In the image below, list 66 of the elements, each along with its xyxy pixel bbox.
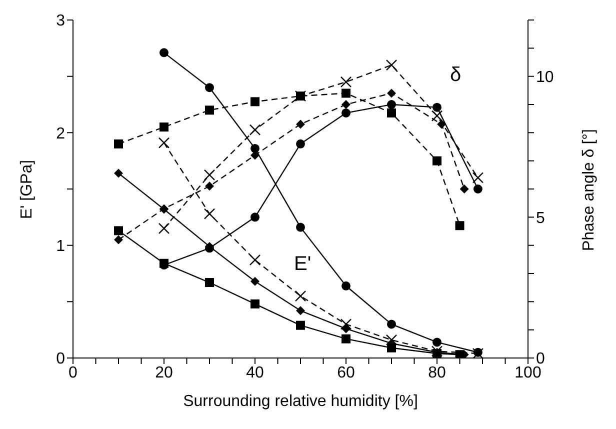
x-tick-label: 0 (68, 364, 78, 382)
y-tick-label: 3 (56, 12, 66, 30)
point (296, 139, 305, 148)
point (342, 108, 350, 118)
point (249, 124, 261, 136)
point (387, 108, 396, 118)
point (249, 254, 261, 266)
point (250, 97, 260, 106)
x-tick-label: 100 (514, 364, 542, 382)
point (158, 137, 170, 148)
point (114, 168, 123, 178)
point (205, 278, 214, 288)
point (158, 222, 170, 234)
point (342, 281, 350, 290)
point (455, 221, 464, 230)
annotation: δ (450, 64, 462, 86)
point (342, 88, 350, 98)
point (473, 184, 482, 194)
y-tick-label: 2 (56, 125, 66, 142)
point (437, 120, 446, 129)
point (204, 208, 216, 220)
point (160, 122, 168, 132)
point (432, 338, 442, 347)
x-axis-title: Surrounding relative humidity [%] (183, 393, 418, 410)
point (342, 100, 350, 109)
point (296, 222, 305, 232)
point (114, 139, 123, 148)
y2-tick-label: 10 (536, 69, 554, 86)
point (250, 276, 260, 286)
y2-tick-label: 5 (536, 210, 545, 227)
point (160, 48, 168, 58)
point (386, 334, 398, 346)
point (296, 120, 305, 129)
y-tick-label: 1 (56, 238, 66, 256)
point (114, 226, 123, 236)
annotation: E' (294, 253, 312, 275)
point (250, 299, 260, 308)
y2-axis-title: Phase angle δ [°] (580, 129, 598, 252)
point (114, 235, 123, 244)
point (204, 169, 216, 181)
point (296, 320, 305, 330)
y-tick-label: 0 (56, 350, 66, 368)
x-tick-label: 40 (246, 364, 264, 382)
point (387, 320, 396, 329)
x-tick-label: 20 (155, 364, 173, 382)
point (340, 76, 352, 88)
point (250, 212, 260, 222)
x-tick-label: 80 (428, 364, 446, 382)
point (294, 290, 306, 302)
point (205, 83, 214, 92)
point (431, 110, 443, 122)
point (296, 306, 305, 316)
point (472, 172, 484, 184)
point (432, 102, 442, 112)
point (342, 334, 350, 344)
point (340, 318, 352, 330)
point (386, 59, 398, 71)
point (387, 88, 396, 98)
point (205, 182, 214, 191)
point (205, 106, 214, 115)
point (460, 184, 469, 194)
point (387, 100, 396, 109)
point (250, 144, 260, 153)
x-tick-label: 60 (337, 364, 355, 382)
point (432, 156, 442, 166)
y-axis-title: E' [GPa] (18, 160, 36, 219)
